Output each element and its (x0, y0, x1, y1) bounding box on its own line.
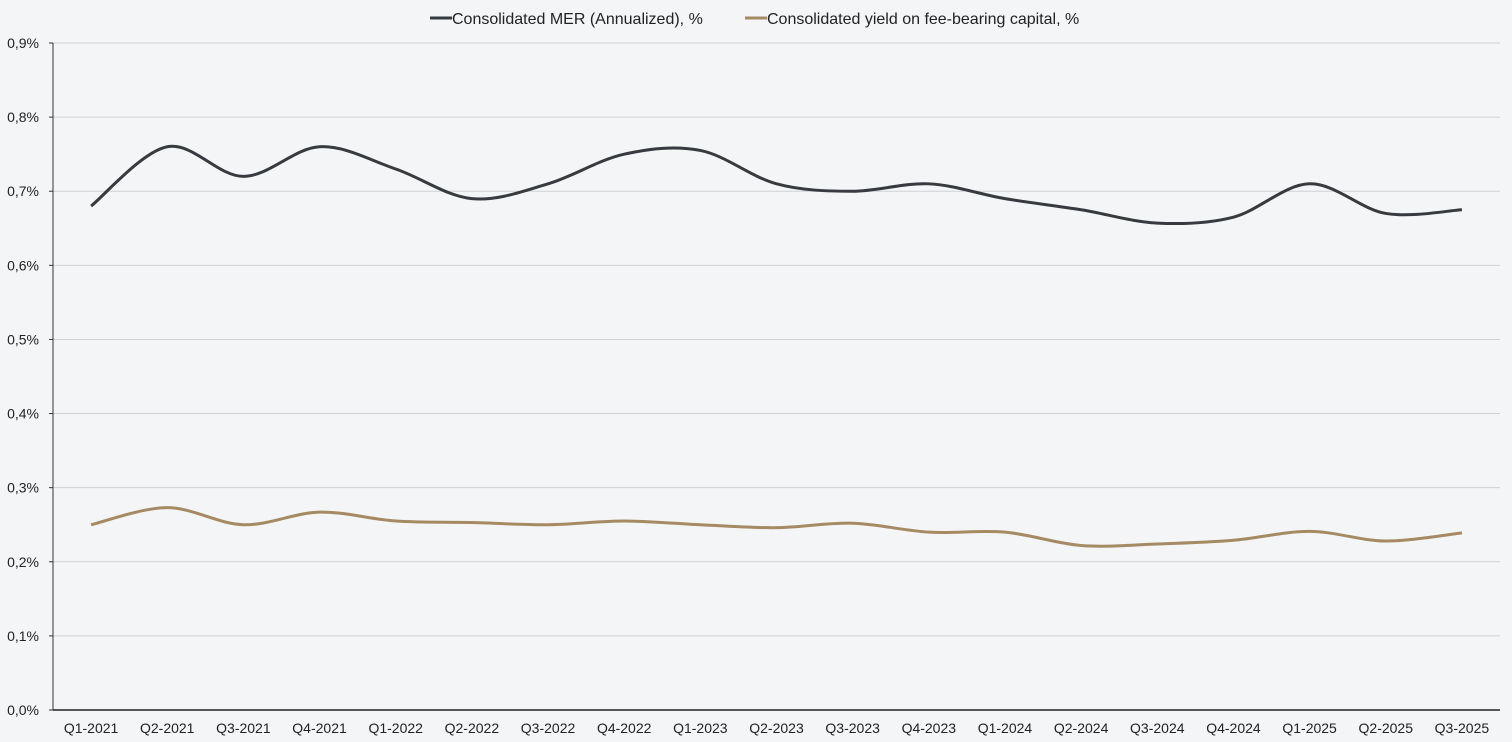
x-tick-label: Q2-2025 (1359, 720, 1414, 736)
legend-label-yield: Consolidated yield on fee-bearing capita… (767, 11, 1079, 28)
y-tick-label: 0,6% (7, 257, 39, 273)
x-tick-label: Q2-2022 (445, 720, 500, 736)
x-tick-label: Q3-2025 (1435, 720, 1490, 736)
y-tick-label: 0,8% (7, 109, 39, 125)
series-line-0 (90, 144, 1463, 226)
x-tick-label: Q2-2024 (1054, 720, 1109, 736)
x-tick-label: Q1-2021 (64, 720, 119, 736)
gridlines (53, 42, 1500, 637)
plot-area (90, 144, 1463, 548)
x-tick-label: Q4-2023 (902, 720, 957, 736)
series-line-1 (90, 506, 1463, 548)
x-tick-label: Q3-2022 (521, 720, 576, 736)
x-tick-label: Q3-2024 (1130, 720, 1185, 736)
x-tick-label: Q1-2024 (978, 720, 1033, 736)
x-tick-label: Q1-2022 (368, 720, 423, 736)
y-tick-label: 0,3% (7, 480, 39, 496)
y-tick-label: 0,4% (7, 406, 39, 422)
x-axis: Q1-2021 Q2-2021 Q3-2021 Q4-2021 Q1-2022 Q2-20… (53, 709, 1500, 736)
y-tick-label: 0,7% (7, 183, 39, 199)
y-tick-label: 0,5% (7, 331, 39, 347)
y-tick-label: 0,1% (7, 628, 39, 644)
x-tick-label: Q2-2021 (140, 720, 195, 736)
x-tick-label: Q4-2021 (292, 720, 347, 736)
chart-legend: Consolidated MER (Annualized), % Consoli… (430, 11, 1079, 28)
y-tick-label: 0,9% (7, 35, 39, 51)
legend-label-mer: Consolidated MER (Annualized), % (452, 11, 703, 28)
y-tick-label: 0,0% (7, 702, 39, 718)
x-tick-label: Q3-2021 (216, 720, 271, 736)
x-tick-label: Q4-2022 (597, 720, 652, 736)
x-tick-label: Q1-2023 (673, 720, 728, 736)
y-axis: 0,0% 0,1% 0,2% 0,3% 0,4% 0,5% 0,6% 0,7% 0,8% 0,9% (7, 35, 54, 718)
x-tick-label: Q1-2025 (1282, 720, 1337, 736)
x-tick-label: Q3-2023 (825, 720, 880, 736)
y-tick-label: 0,2% (7, 554, 39, 570)
x-tick-label: Q4-2024 (1206, 720, 1261, 736)
x-tick-label: Q2-2023 (749, 720, 804, 736)
